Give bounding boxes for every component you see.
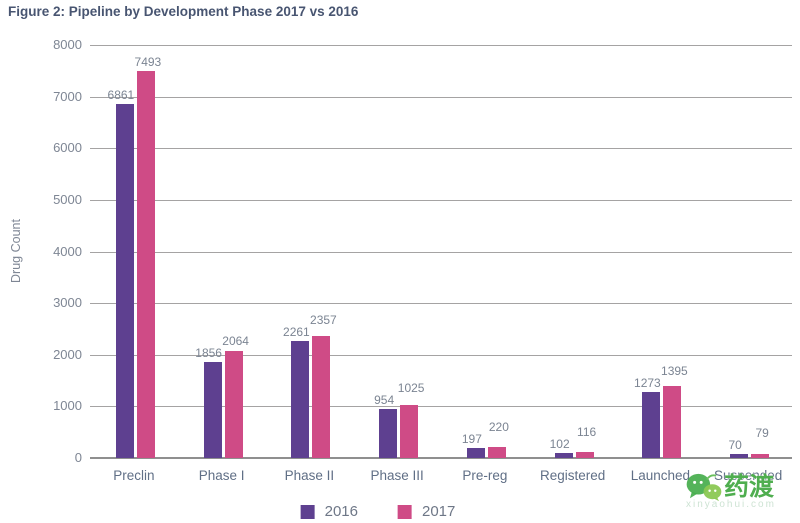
bar-2017-preclin	[136, 71, 155, 458]
x-axis-label-suspended: Suspended	[713, 468, 783, 483]
legend-label-2017: 2017	[422, 503, 456, 520]
x-axis-label-pre-reg: Pre-reg	[462, 468, 508, 483]
y-tick-label: 7000	[53, 88, 82, 104]
legend-item-2016: 2016	[300, 503, 358, 520]
bar-2016-pre-reg	[466, 447, 485, 458]
y-axis-title: Drug Count	[9, 219, 23, 283]
gridline	[90, 406, 792, 408]
x-axis-label-phase-i: Phase I	[198, 468, 245, 483]
x-axis-label-registered: Registered	[539, 468, 606, 483]
y-tick-label: 5000	[53, 191, 82, 207]
gridline	[90, 251, 792, 253]
gridline	[90, 457, 792, 459]
bar-2016-phase-iii	[379, 408, 398, 458]
x-axis-label-preclin: Preclin	[113, 468, 155, 483]
value-label-2016-phase-iii: 954	[374, 392, 395, 407]
value-label-2017-phase-ii: 2357	[310, 313, 337, 328]
bar-2017-phase-iii	[400, 405, 419, 458]
x-axis-label-launched: Launched	[630, 468, 691, 483]
bar-2016-phase-ii	[291, 341, 310, 458]
bar-2017-launched	[663, 385, 682, 458]
bar-2016-phase-i	[203, 362, 222, 458]
value-label-2017-launched: 1395	[661, 364, 688, 379]
value-label-2016-preclin: 6861	[107, 87, 135, 102]
y-tick-label: 1000	[53, 398, 82, 414]
legend-swatch-2016	[300, 504, 315, 519]
value-label-2016-registered: 102	[549, 436, 570, 451]
gridline	[90, 96, 792, 98]
gridline	[90, 303, 792, 305]
yaodu-bubbles-logo-icon	[686, 473, 722, 502]
y-tick-label: 6000	[53, 140, 82, 156]
gridline	[90, 199, 792, 201]
y-tick-label: 2000	[53, 346, 82, 362]
y-tick-label: 8000	[53, 37, 82, 52]
watermark-row: 药渡	[686, 472, 800, 502]
value-label-2017-pre-reg: 220	[488, 419, 509, 434]
legend-swatch-2017	[398, 504, 412, 519]
value-label-2016-phase-ii: 2261	[283, 325, 310, 340]
gridline	[90, 45, 792, 46]
value-label-2016-phase-i: 1856	[195, 346, 222, 361]
chart-title: Figure 2: Pipeline by Development Phase …	[8, 4, 359, 19]
legend-label-2016: 2016	[324, 503, 358, 520]
value-label-2017-phase-iii: 1025	[397, 380, 425, 395]
bar-2016-suspended	[730, 454, 749, 458]
watermark-subtext: xinyaohui.com	[686, 499, 776, 510]
bar-2017-phase-ii	[312, 336, 331, 458]
value-label-2016-launched: 1273	[634, 376, 661, 391]
y-tick-label: 3000	[53, 295, 82, 311]
value-label-2017-registered: 116	[577, 424, 597, 439]
legend-item-2017: 2017	[398, 503, 455, 520]
y-tick-label: 4000	[53, 243, 82, 259]
watermark-text: 药渡	[724, 473, 775, 501]
bar-2017-phase-i	[224, 351, 243, 458]
y-tick-label: 0	[74, 450, 82, 465]
value-label-2017-preclin: 7493	[134, 55, 162, 70]
gridline	[90, 354, 792, 356]
bar-2016-preclin	[115, 103, 134, 458]
value-label-2017-suspended: 79	[755, 426, 769, 441]
watermark: 药渡 xinyaohui.com	[686, 472, 800, 510]
value-label-2016-pre-reg: 197	[461, 431, 482, 446]
bar-2016-launched	[642, 392, 661, 458]
bar-2017-suspended	[751, 453, 770, 458]
bar-2017-registered	[575, 452, 594, 458]
bar-2017-pre-reg	[487, 446, 506, 458]
gridline	[90, 148, 792, 150]
value-label-2017-phase-i: 2064	[222, 334, 249, 349]
value-label-2016-suspended: 70	[728, 438, 742, 453]
legend: 2016 2017	[300, 503, 455, 520]
bar-2016-registered	[554, 452, 573, 458]
x-axis-label-phase-ii: Phase II	[284, 468, 335, 483]
x-axis-label-phase-iii: Phase III	[370, 468, 424, 483]
